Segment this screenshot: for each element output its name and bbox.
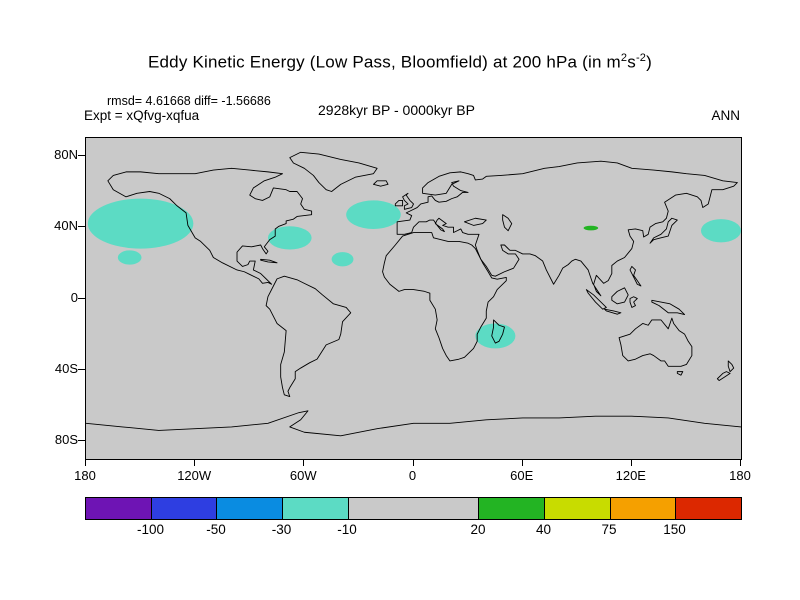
coastline	[612, 288, 628, 304]
lon-tick	[630, 459, 632, 466]
lat-tick-label: 80N	[54, 146, 78, 162]
colorbar-segment	[478, 498, 544, 519]
lon-tick-label: 180	[74, 468, 96, 483]
colorbar-label: 40	[535, 522, 552, 537]
map-frame	[85, 137, 742, 460]
coastline	[86, 411, 741, 436]
lat-tick-label: 80S	[54, 432, 78, 448]
anomaly-patch-central-pacific-small	[117, 250, 142, 265]
lon-tick	[194, 459, 196, 466]
coastline	[383, 233, 507, 361]
title-text: Eddy Kinetic Energy (Low Pass, Bloomfiel…	[147, 52, 621, 72]
title-unit: s	[627, 52, 636, 72]
colorbar-segment	[675, 498, 742, 519]
lon-tick	[85, 459, 86, 466]
coastline	[677, 372, 682, 376]
coastline	[261, 259, 277, 263]
coastline	[586, 290, 606, 310]
coastline	[395, 200, 402, 205]
lon-tick	[412, 459, 414, 466]
coastline	[492, 320, 505, 343]
lat-tick-label: 0	[70, 289, 78, 305]
lon-tick-label: 0	[408, 468, 417, 483]
colorbar-segment	[347, 498, 479, 519]
anomaly-patch-central-asia-positive	[583, 225, 599, 231]
coastline-layer	[86, 152, 741, 436]
coastline	[397, 161, 737, 296]
coastline	[108, 168, 312, 284]
period-label: 2928kyr BP - 0000kyr BP	[318, 102, 475, 118]
colorbar-segment	[150, 498, 217, 519]
lat-tick-label: 40S	[54, 360, 78, 376]
colorbar-label: -100	[136, 522, 165, 537]
colorbar-label: 150	[663, 522, 686, 537]
lon-tick	[521, 459, 523, 466]
colorbar-segment	[609, 498, 676, 519]
lat-tick	[78, 440, 85, 442]
coastline	[403, 193, 414, 209]
colorbar-label: 20	[470, 522, 486, 537]
anomaly-patch-subtropical-atlantic-small	[331, 252, 354, 267]
coastline	[652, 300, 685, 314]
lat-tick	[78, 226, 85, 228]
coastline	[266, 276, 351, 396]
lon-tick-label: 60E	[510, 468, 534, 483]
anomaly-patch-madagascar	[475, 323, 516, 349]
coastline	[464, 218, 486, 225]
title-superscript: -2	[635, 52, 647, 64]
lon-tick	[303, 459, 305, 466]
lat-tick	[78, 154, 85, 156]
colorbar-segment	[86, 498, 151, 519]
lon-tick-label: 180	[729, 468, 751, 483]
anomaly-patch-northeast-pacific	[87, 198, 194, 249]
title-close: )	[646, 52, 652, 72]
page-title: Eddy Kinetic Energy (Low Pass, Bloomfiel…	[0, 52, 800, 73]
colorbar-segment	[216, 498, 283, 519]
coastline	[290, 152, 377, 191]
coastline	[630, 266, 641, 286]
lon-tick-label: 120E	[615, 468, 646, 483]
stats-text: rmsd= 4.61668 diff= -1.56686	[107, 94, 271, 108]
lon-tick-label: 60W	[289, 468, 317, 483]
colorbar-label: -30	[271, 522, 292, 537]
coastline	[605, 309, 621, 314]
colorbar-label: -10	[337, 522, 357, 537]
coastline	[503, 215, 512, 231]
experiment-label: Expt = xQfvg-xqfua	[84, 108, 200, 123]
colorbar-label: 75	[601, 522, 617, 537]
lon-tick-label: 120W	[177, 468, 212, 483]
colorbar	[85, 497, 742, 520]
lat-tick	[78, 368, 85, 370]
anomaly-patch-northeast-atlantic	[346, 200, 401, 229]
lat-tick-label: 40N	[54, 218, 78, 234]
colorbar-segment	[543, 498, 610, 519]
lon-tick	[740, 459, 741, 466]
anomaly-patch-layer	[87, 198, 741, 349]
anomaly-patch-west-atlantic	[267, 226, 312, 250]
season-label: ANN	[711, 108, 740, 123]
coastline	[630, 297, 637, 308]
coastline	[717, 372, 730, 381]
coastline	[728, 361, 733, 372]
title-superscript: 2	[620, 52, 628, 64]
lat-tick	[78, 297, 85, 299]
coastline	[619, 318, 692, 366]
anomaly-patch-northwest-pacific	[700, 219, 741, 243]
world-map	[86, 138, 741, 459]
coastline	[650, 218, 677, 243]
colorbar-label: -50	[206, 522, 226, 537]
coastline	[373, 181, 388, 186]
colorbar-segment	[282, 498, 348, 519]
